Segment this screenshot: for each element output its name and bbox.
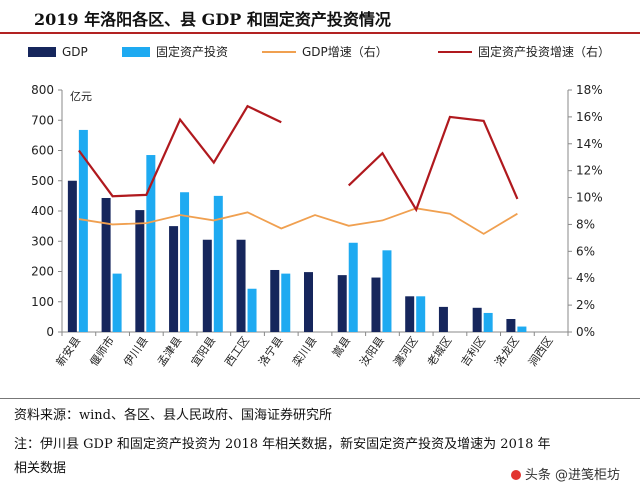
- y-tick-label-right: 4%: [576, 271, 595, 285]
- bar-investment: [180, 192, 190, 332]
- note-line-1: 注：伊川县 GDP 和固定资产投资为 2018 年相关数据，新安固定资产投资及增…: [14, 437, 551, 452]
- bar-gdp: [135, 210, 145, 332]
- x-tick-label: 老城区: [425, 334, 455, 368]
- x-tick-label: 涧西区: [526, 334, 556, 368]
- line-gdp-growth: [78, 207, 518, 235]
- x-tick-label: 瀍河区: [390, 334, 420, 369]
- bar-investment: [146, 155, 156, 332]
- x-tick-label: 洛龙区: [491, 334, 521, 369]
- bar-gdp: [270, 269, 280, 332]
- legend-swatch: [122, 47, 150, 57]
- x-tick-label: 伊川县: [121, 334, 151, 368]
- y-tick-label-right: 14%: [576, 137, 603, 151]
- bar-gdp: [405, 296, 415, 332]
- x-tick-label: 偃师市: [87, 334, 117, 369]
- y-tick-label-right: 16%: [576, 110, 603, 124]
- legend-label: GDP增速（右）: [302, 44, 388, 59]
- y-tick-label-left: 800: [31, 83, 54, 97]
- x-tick-label: 吉利区: [459, 334, 489, 368]
- line-investment-growth: [77, 104, 282, 198]
- bar-investment: [348, 242, 358, 332]
- bar-investment: [112, 273, 122, 332]
- y-tick-label-left: 400: [31, 204, 54, 218]
- bar-investment: [517, 326, 527, 332]
- y-tick-label-right: 8%: [576, 217, 595, 231]
- y-tick-label-left: 100: [31, 295, 54, 309]
- legend-label: 固定资产投资增速（右）: [478, 44, 610, 59]
- title-bar: 2019 年洛阳各区、县 GDP 和固定资产投资情况: [0, 0, 640, 34]
- y-tick-label-right: 6%: [576, 244, 595, 258]
- bar-investment: [281, 273, 291, 332]
- bar-gdp: [337, 275, 347, 332]
- bar-gdp: [202, 239, 212, 332]
- y-tick-label-left: 500: [31, 174, 54, 188]
- x-tick-label: 汝阳县: [357, 334, 387, 369]
- bar-gdp: [304, 272, 313, 332]
- watermark-text: 头条 @进笺柜坊: [524, 468, 620, 483]
- x-tick-label: 宜阳县: [188, 334, 218, 369]
- bar-gdp: [506, 318, 516, 332]
- chart: 0 100 200 300 400 500 600 700 800 0% 2% 4% 6% 8% 10% 12…: [28, 44, 610, 369]
- y-tick-label-right: 2%: [576, 298, 595, 312]
- bar-gdp: [169, 226, 179, 332]
- y-tick-label-left: 600: [31, 144, 54, 158]
- bar-investment: [78, 129, 88, 332]
- notes: 资料来源：wind、各区、县人民政府、国海证券研究所 注：伊川县 GDP 和固定…: [0, 398, 640, 476]
- y-tick-label-left: 300: [31, 234, 54, 248]
- line-investment-growth: [347, 115, 519, 213]
- x-tick-label: 孟津县: [155, 334, 185, 368]
- page-title: 2019 年洛阳各区、县 GDP 和固定资产投资情况: [34, 10, 391, 29]
- bar-gdp: [67, 180, 77, 332]
- bar-investment: [213, 195, 223, 332]
- bar-gdp: [371, 277, 381, 332]
- y-tick-label-right: 0%: [576, 325, 595, 339]
- watermark: 头条 @进笺柜坊: [506, 463, 624, 484]
- bar-gdp: [472, 307, 482, 332]
- bar-investment: [382, 250, 392, 332]
- bar-gdp: [101, 197, 111, 332]
- x-tick-label: 嵩县: [330, 334, 353, 359]
- logo-icon: [510, 470, 521, 480]
- y-tick-label-right: 12%: [576, 164, 603, 178]
- bar-gdp: [236, 239, 246, 332]
- y-tick-label-left: 200: [31, 265, 54, 279]
- note-line-2: 相关数据: [14, 461, 67, 476]
- y-unit-label: 亿元: [70, 90, 92, 103]
- bar-investment: [483, 312, 493, 332]
- x-tick-label: 新安县: [53, 334, 83, 369]
- x-tick-label: 栾川县: [289, 334, 319, 369]
- bar-investment: [416, 296, 426, 332]
- bar-investment: [247, 288, 257, 332]
- bar-gdp: [438, 306, 448, 332]
- legend-swatch: [28, 47, 56, 57]
- legend-label: GDP: [62, 45, 88, 59]
- y-tick-label-left: 0: [46, 325, 54, 339]
- y-tick-label-right: 10%: [576, 191, 603, 205]
- y-tick-label-right: 18%: [576, 83, 603, 97]
- y-tick-label-left: 700: [31, 113, 54, 127]
- legend-label: 固定资产投资: [156, 44, 228, 59]
- source-note: 资料来源：wind、各区、县人民政府、国海证券研究所: [14, 408, 332, 423]
- x-tick-label: 西工区: [222, 334, 252, 368]
- x-tick-label: 洛宁县: [255, 334, 285, 369]
